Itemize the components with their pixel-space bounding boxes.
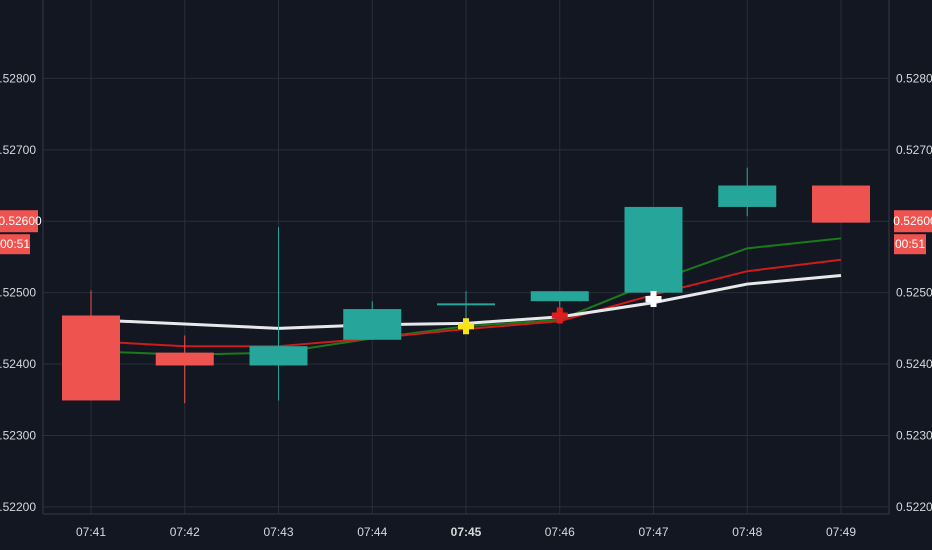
candle-body: [62, 315, 120, 401]
candle-body: [530, 291, 589, 302]
y-tick-label-right: 0.52400: [896, 357, 932, 371]
x-tick-label: 07:42: [170, 525, 200, 539]
x-tick-label: 07:43: [263, 525, 293, 539]
candle[interactable]: [437, 291, 495, 322]
candle[interactable]: [812, 185, 870, 223]
candle-body: [437, 303, 495, 306]
y-tick-label-left: 0.52700: [0, 143, 36, 157]
candle-body: [624, 206, 683, 293]
y-tick-label-right: 0.52500: [896, 286, 932, 300]
x-tick-label: 07:49: [826, 525, 856, 539]
candle-body: [155, 352, 214, 366]
y-tick-label-left: 0.52400: [0, 357, 36, 371]
y-tick-label-right: 0.52200: [896, 500, 932, 514]
y-tick-label-left: 0.52200: [0, 500, 36, 514]
grid: [43, 0, 889, 514]
price-badge-value: 0.52600: [893, 214, 932, 228]
candle[interactable]: [62, 290, 120, 401]
x-tick-label: 07:47: [638, 525, 668, 539]
x-tick-label: 07:45: [451, 525, 482, 539]
x-tick-label: 07:44: [357, 525, 387, 539]
y-tick-label-left: 0.52300: [0, 428, 36, 442]
candle[interactable]: [155, 335, 214, 404]
y-tick-label-right: 0.52700: [896, 143, 932, 157]
candle-body: [343, 309, 402, 340]
candle[interactable]: [624, 206, 683, 295]
candle[interactable]: [718, 167, 777, 217]
y-tick-label-right: 0.52800: [896, 71, 932, 85]
price-badge-right: [894, 210, 932, 233]
signal-marker-icon: [645, 291, 662, 308]
price-badge-value: 0.52600: [0, 214, 42, 228]
price-badge-left: [0, 210, 38, 233]
countdown-value: 00:51: [0, 237, 30, 251]
y-tick-label-right: 0.52300: [896, 428, 932, 442]
x-tick-label: 07:46: [545, 525, 575, 539]
candle[interactable]: [249, 226, 308, 401]
candle[interactable]: [343, 301, 402, 340]
candle-body: [718, 185, 777, 207]
candles[interactable]: [62, 167, 870, 404]
signal-markers: [458, 291, 662, 335]
candle-body: [812, 185, 870, 223]
x-tick-label: 07:48: [732, 525, 762, 539]
x-tick-label: 07:41: [76, 525, 106, 539]
countdown-badge-left: [0, 234, 30, 255]
signal-marker-icon: [458, 318, 474, 335]
y-tick-label-left: 0.52800: [0, 71, 36, 85]
signal-marker-icon: [551, 307, 568, 324]
countdown-value: 00:51: [895, 237, 925, 251]
candle-body: [249, 346, 308, 366]
countdown-badge-right: [894, 234, 926, 255]
y-tick-label-left: 0.52500: [0, 286, 36, 300]
